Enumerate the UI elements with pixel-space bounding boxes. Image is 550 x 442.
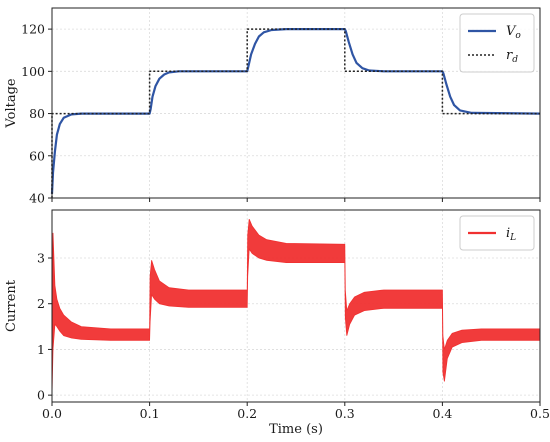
y-tick-label: 1: [37, 342, 45, 357]
x-tick-label: 0.2: [237, 406, 257, 421]
y-tick-label: 2: [37, 296, 45, 311]
y-tick-label: 120: [21, 22, 45, 37]
legend-label: rd: [506, 48, 518, 65]
legend-subscript: L: [509, 233, 516, 243]
x-axis-label: Time (s): [269, 422, 323, 437]
legend-subscript: d: [512, 55, 518, 65]
y-tick-label: 3: [37, 251, 45, 266]
x-tick-label: 0.1: [140, 406, 160, 421]
legend-box: [459, 13, 535, 73]
y-axis-label: Current: [4, 279, 19, 332]
legend-label: Vo: [506, 24, 521, 41]
plot-frame: [51, 7, 541, 199]
x-tick-label: 0.5: [530, 406, 550, 421]
series-line-Vo: [50, 28, 541, 194]
y-tick-label: 40: [29, 191, 45, 206]
y-tick-label: 100: [21, 64, 45, 79]
legend-symbol: r: [506, 48, 513, 63]
series-line-rd: [51, 28, 540, 198]
current-plot: 0.0 0.1 0.2 0.3 0.4 0.5 0 1 2 3 Current Time (s) iL: [4, 209, 550, 437]
y-tick-label: 80: [29, 106, 45, 121]
x-tick-label: 0.4: [432, 406, 452, 421]
legend-symbol: V: [506, 24, 517, 39]
legend-symbol: i: [506, 226, 510, 241]
plot-frame: [51, 209, 541, 403]
y-tick-label: 60: [29, 148, 45, 163]
legend: iL: [459, 215, 535, 251]
y-tick-label: 0: [37, 388, 45, 403]
y-axis-label: Voltage: [4, 78, 19, 128]
legend-label: iL: [506, 226, 516, 243]
legend-subscript: o: [515, 31, 521, 41]
x-tick-label: 0.0: [42, 406, 62, 421]
legend-box: [459, 215, 535, 251]
x-tick-label: 0.3: [335, 406, 355, 421]
